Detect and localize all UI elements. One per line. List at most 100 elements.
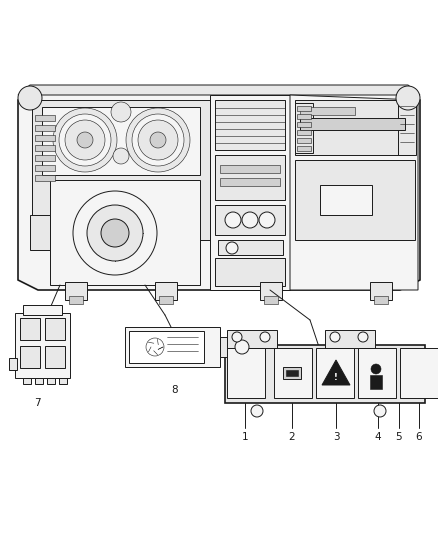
Bar xyxy=(225,345,425,403)
Bar xyxy=(297,106,311,111)
Bar xyxy=(260,282,282,300)
Bar xyxy=(23,378,31,384)
Circle shape xyxy=(101,219,129,247)
Circle shape xyxy=(374,405,386,417)
Circle shape xyxy=(242,212,258,228)
Circle shape xyxy=(73,191,157,275)
Bar xyxy=(69,296,83,304)
Bar xyxy=(35,135,55,141)
Bar xyxy=(300,107,355,115)
Bar xyxy=(286,370,298,376)
Text: 7: 7 xyxy=(34,398,40,408)
Bar xyxy=(358,348,396,398)
Bar xyxy=(215,155,285,200)
Bar xyxy=(320,185,372,215)
Circle shape xyxy=(138,120,178,160)
Bar xyxy=(35,155,55,161)
Bar xyxy=(316,348,354,398)
Circle shape xyxy=(53,108,117,172)
Circle shape xyxy=(232,332,242,342)
Bar xyxy=(35,125,55,131)
Bar xyxy=(35,115,55,121)
Polygon shape xyxy=(210,95,290,290)
Circle shape xyxy=(18,86,42,110)
Bar xyxy=(45,346,65,368)
Bar xyxy=(283,367,301,379)
Bar xyxy=(398,100,416,155)
Polygon shape xyxy=(18,85,420,95)
Circle shape xyxy=(65,120,105,160)
Bar xyxy=(215,258,285,286)
Bar xyxy=(400,348,438,398)
Bar xyxy=(227,348,265,398)
Bar xyxy=(129,331,204,363)
Circle shape xyxy=(87,205,143,261)
Text: 1: 1 xyxy=(242,432,248,442)
Bar xyxy=(295,103,313,153)
Bar xyxy=(159,296,173,304)
Bar xyxy=(227,330,277,348)
Bar xyxy=(35,175,55,181)
Bar xyxy=(297,130,311,135)
Bar xyxy=(35,165,55,171)
Bar xyxy=(9,358,17,370)
Circle shape xyxy=(235,340,249,354)
Polygon shape xyxy=(32,100,210,240)
Text: 5: 5 xyxy=(396,432,403,442)
Bar xyxy=(215,205,285,235)
Bar xyxy=(295,160,415,240)
Bar xyxy=(218,240,283,255)
Bar xyxy=(59,378,67,384)
Bar xyxy=(47,378,55,384)
Circle shape xyxy=(126,108,190,172)
Bar xyxy=(297,122,311,127)
Bar xyxy=(220,178,280,186)
Circle shape xyxy=(77,132,93,148)
Text: 6: 6 xyxy=(416,432,422,442)
Text: !: ! xyxy=(334,373,338,382)
Circle shape xyxy=(226,242,238,254)
Circle shape xyxy=(111,102,131,122)
Bar xyxy=(23,305,62,315)
Bar xyxy=(155,282,177,300)
Circle shape xyxy=(396,86,420,110)
Circle shape xyxy=(132,114,184,166)
Bar xyxy=(297,138,311,143)
Polygon shape xyxy=(50,180,200,285)
Text: 4: 4 xyxy=(374,432,381,442)
Circle shape xyxy=(59,114,111,166)
Circle shape xyxy=(330,332,340,342)
Circle shape xyxy=(113,148,129,164)
Bar xyxy=(274,348,312,398)
Polygon shape xyxy=(322,360,350,385)
Bar xyxy=(65,282,87,300)
Bar xyxy=(125,327,220,367)
Circle shape xyxy=(358,332,368,342)
Bar xyxy=(297,146,311,151)
Bar xyxy=(300,118,405,130)
Bar xyxy=(374,296,388,304)
Circle shape xyxy=(150,132,166,148)
Bar xyxy=(220,165,280,173)
Circle shape xyxy=(225,212,241,228)
Polygon shape xyxy=(18,88,420,290)
Text: 8: 8 xyxy=(172,385,178,395)
Polygon shape xyxy=(290,95,418,290)
Circle shape xyxy=(251,405,263,417)
Bar xyxy=(220,337,238,357)
Bar xyxy=(20,318,40,340)
Bar xyxy=(370,375,382,389)
Bar xyxy=(325,330,375,348)
Bar xyxy=(20,346,40,368)
Bar xyxy=(35,378,43,384)
Bar xyxy=(370,282,392,300)
Circle shape xyxy=(259,212,275,228)
Polygon shape xyxy=(42,107,200,175)
Bar xyxy=(297,114,311,119)
Bar xyxy=(45,318,65,340)
Circle shape xyxy=(371,364,381,374)
Text: 2: 2 xyxy=(289,432,295,442)
Bar xyxy=(30,215,50,250)
Bar xyxy=(264,296,278,304)
Bar xyxy=(215,100,285,150)
